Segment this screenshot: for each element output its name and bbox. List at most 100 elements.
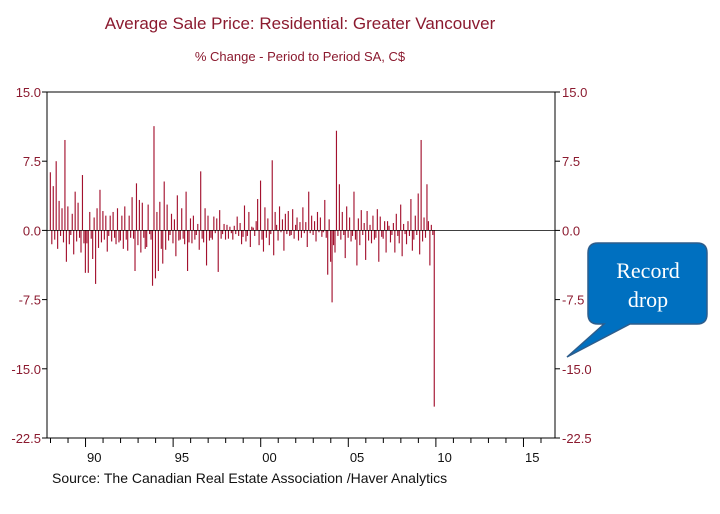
bar	[270, 230, 272, 235]
bar	[365, 230, 367, 260]
callout-shape	[566, 242, 708, 358]
bar	[411, 230, 413, 251]
x-tick-label: 05	[350, 450, 364, 465]
bar	[331, 230, 333, 303]
y-tick-label-left: 0.0	[23, 223, 41, 238]
bar	[229, 226, 231, 231]
bar	[401, 230, 403, 257]
x-tick-label: 90	[87, 450, 101, 465]
bar	[102, 211, 104, 231]
bar	[311, 215, 313, 231]
bar	[375, 230, 377, 238]
bar	[58, 200, 60, 231]
bar	[214, 230, 216, 234]
record-drop-callout: Record drop	[566, 242, 708, 358]
bar	[74, 191, 76, 231]
bar	[379, 216, 381, 231]
bar	[271, 160, 273, 231]
bar	[258, 230, 260, 246]
bar	[83, 230, 85, 244]
plot-border	[46, 91, 556, 439]
bar	[389, 230, 392, 243]
y-tick-label-right: 0.0	[562, 223, 580, 238]
bar	[330, 230, 332, 262]
bar	[95, 230, 97, 284]
bar	[324, 199, 326, 231]
bar	[204, 208, 206, 231]
bar	[138, 199, 140, 231]
bar	[92, 230, 94, 259]
bar	[169, 230, 171, 236]
bar	[347, 230, 349, 238]
bar	[346, 206, 348, 231]
bar	[119, 230, 121, 241]
x-tick-label: 10	[437, 450, 451, 465]
bar	[93, 217, 95, 231]
bar	[163, 181, 165, 231]
bar	[257, 199, 259, 231]
y-tick-label-left: -15.0	[11, 362, 41, 377]
bar	[207, 215, 209, 231]
bar	[143, 230, 145, 238]
bar	[372, 215, 374, 231]
bar	[141, 202, 143, 231]
bar	[343, 230, 345, 236]
bar	[391, 230, 393, 236]
bar	[144, 230, 146, 249]
bar	[210, 230, 212, 238]
bar	[368, 230, 370, 241]
bar	[224, 230, 227, 240]
bar	[262, 230, 265, 252]
bar	[121, 215, 123, 231]
bar	[309, 230, 311, 234]
bar	[84, 230, 86, 273]
bar	[222, 230, 224, 235]
bar	[182, 230, 184, 239]
bar	[353, 191, 355, 231]
y-tick-label-left: 7.5	[23, 154, 41, 169]
bar	[359, 230, 361, 246]
bar	[344, 230, 346, 259]
bar	[280, 230, 282, 233]
bar	[321, 230, 323, 237]
chart-title: Average Sale Price: Residential: Greater…	[104, 14, 496, 33]
bar	[340, 230, 342, 240]
bar	[149, 230, 151, 235]
bar	[201, 230, 203, 239]
bar	[111, 230, 113, 242]
bar	[226, 224, 228, 231]
bar	[351, 230, 354, 236]
bar	[159, 201, 161, 231]
bar	[397, 230, 399, 236]
bar	[205, 230, 208, 266]
bar	[99, 189, 101, 231]
bar	[168, 230, 170, 241]
callout-line-1: Record	[616, 258, 680, 283]
bar	[318, 230, 320, 233]
bar	[217, 230, 219, 272]
bar	[181, 208, 183, 231]
bar	[175, 230, 177, 257]
bar	[265, 230, 267, 238]
bar	[259, 180, 262, 231]
bar	[135, 183, 138, 231]
bar	[54, 230, 56, 240]
bar	[131, 197, 133, 231]
bar	[146, 230, 148, 248]
bar	[114, 230, 116, 238]
bar	[249, 230, 251, 248]
bar	[76, 230, 78, 242]
bar	[153, 126, 155, 231]
bar	[243, 205, 246, 231]
bar	[186, 230, 189, 271]
bar	[49, 172, 51, 231]
bar	[151, 230, 154, 286]
bar	[370, 230, 373, 244]
bar	[312, 230, 314, 236]
bar	[57, 230, 59, 249]
bar	[150, 230, 152, 240]
bar	[211, 230, 213, 240]
bar	[400, 204, 402, 231]
bar	[73, 230, 75, 255]
y-tick-label-left: -22.5	[11, 431, 41, 446]
